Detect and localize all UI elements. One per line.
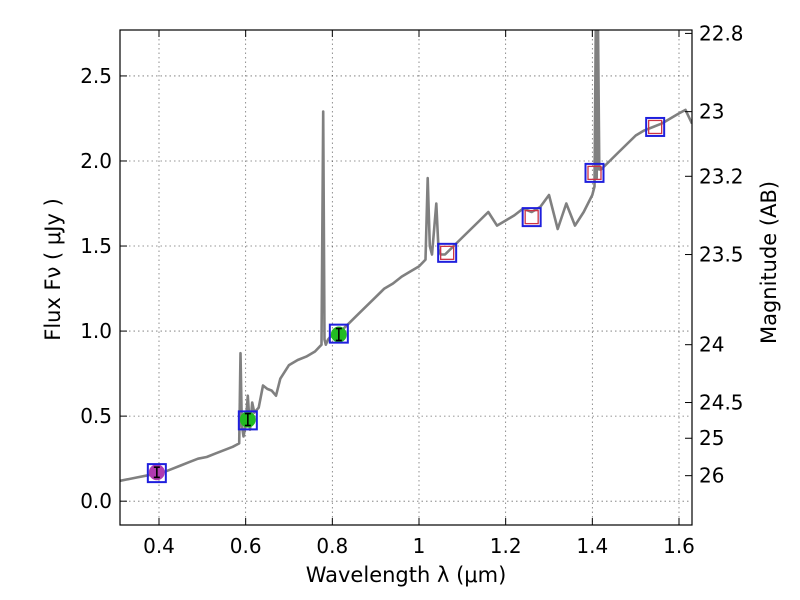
model-photometry-marker [328, 323, 349, 344]
upper-limit-marker [440, 245, 455, 260]
plot-frame [119, 29, 693, 526]
x-tick-label: 0.8 [316, 534, 348, 558]
x-tick-label: 1.2 [490, 534, 522, 558]
spectrum-series [120, 30, 692, 483]
model-photometry-marker [584, 162, 605, 183]
upper-limit-marker [587, 165, 602, 181]
tick-labels: 0.4 0.6 0.8 1 1.2 1.4 1.6 0.0 0.5 1.0 1.5 2.0 2.5 22.… [80, 21, 743, 558]
x-axis-title: Wavelength λ (μm) [306, 563, 507, 587]
upper-limit-marker [648, 119, 663, 135]
y-right-tick-label: 24 [699, 333, 724, 357]
y-right-axis-title: Magnitude (AB) [757, 181, 781, 344]
y-right-tick-label: 23.5 [699, 243, 744, 267]
x-tick-label: 1 [413, 534, 426, 558]
y-tick-label: 0.5 [80, 404, 112, 428]
x-tick-label: 1.4 [576, 534, 608, 558]
y-right-tick-label: 26 [699, 464, 724, 488]
y-tick-label: 1.5 [80, 234, 112, 258]
y-right-tick-label: 22.8 [699, 21, 744, 45]
y-tick-label: 0.0 [80, 489, 112, 513]
x-tick-label: 1.6 [663, 534, 695, 558]
model-photometry-marker [521, 207, 542, 228]
y-tick-label: 2.0 [80, 149, 112, 173]
axis-ticks [120, 30, 692, 525]
y-right-tick-label: 25 [699, 426, 724, 450]
model-photometry-marker [146, 463, 167, 484]
grid-lines [120, 30, 692, 525]
model-photometry-marker [237, 410, 258, 431]
y-right-tick-label: 24.5 [699, 391, 744, 415]
x-tick-label: 0.6 [230, 534, 262, 558]
model-photometry-marker [645, 116, 666, 137]
y-right-tick-label: 23 [699, 100, 724, 124]
upper-limit-marker [524, 209, 539, 225]
y-tick-label: 1.0 [80, 319, 112, 343]
y-tick-label: 2.5 [80, 64, 112, 88]
x-tick-label: 0.4 [143, 534, 175, 558]
spectrum-line [120, 30, 692, 483]
y-right-tick-label: 23.2 [699, 164, 744, 188]
photometry-points [146, 116, 666, 484]
model-photometry-marker [437, 242, 458, 263]
y-axis-title: Flux Fν ( μJy ) [41, 198, 65, 341]
